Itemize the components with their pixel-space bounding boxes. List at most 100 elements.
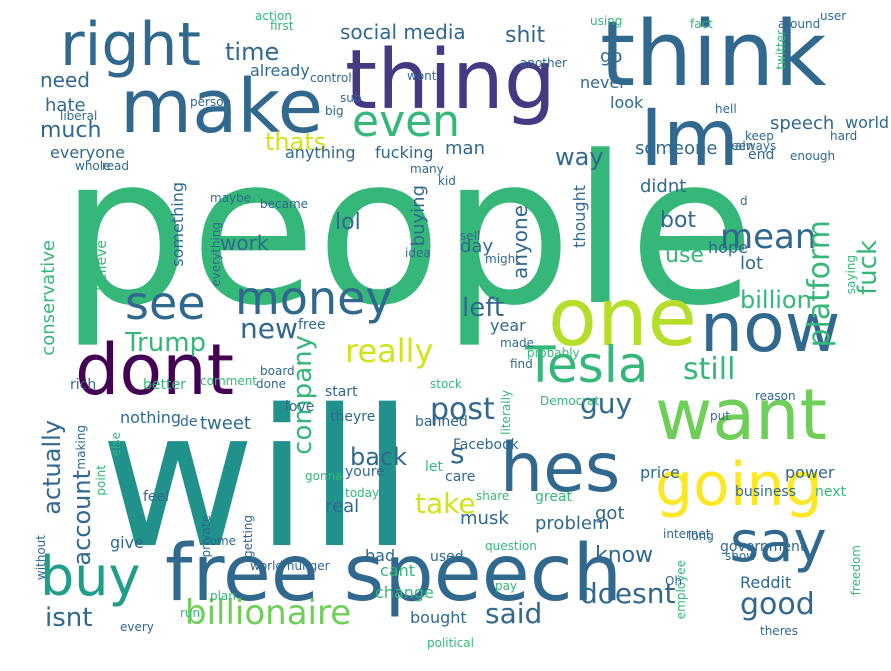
word-question: question [485, 539, 537, 553]
word-way: way [555, 143, 604, 171]
word-using: using [590, 14, 623, 28]
word-believe: believe [94, 240, 110, 291]
word-end: end [748, 147, 775, 163]
word-come: come [203, 534, 237, 548]
word-post: post [430, 392, 495, 427]
word-s: s [450, 437, 465, 470]
word-next: next [815, 484, 847, 500]
word-de: de [180, 414, 198, 430]
word-comment: comment [200, 374, 258, 388]
word-shit: shit [505, 23, 546, 48]
word-person: person [190, 95, 232, 109]
word-tesla: Tesla [525, 336, 649, 394]
word-guy: guy [580, 387, 633, 420]
word-use: use [665, 243, 704, 268]
word-probably: probably [527, 346, 580, 360]
word-money: money [235, 271, 393, 325]
word-bot: bot [660, 208, 697, 233]
word-government: government [720, 539, 806, 555]
word-price: price [640, 463, 680, 482]
word-day: day [460, 236, 494, 257]
word-thing: thing [345, 33, 556, 128]
word-hes: hes [500, 429, 621, 508]
word-big: big [325, 104, 344, 118]
word-look: look [610, 93, 644, 112]
word-im: Im [640, 94, 739, 184]
word-company: company [288, 335, 318, 455]
word-action: action [255, 9, 292, 23]
word-thats: thats [265, 128, 327, 156]
word-lol: lol [335, 210, 361, 235]
word-fuck: fuck [853, 240, 883, 295]
word-time: time [225, 38, 280, 66]
word-free: free [298, 317, 326, 333]
word-everything: everything [209, 222, 223, 287]
word-always: always [735, 139, 777, 153]
word-already: already [250, 61, 310, 80]
word-might: might [485, 252, 520, 266]
word-sell: sell [460, 229, 481, 243]
word-making: making [74, 425, 88, 470]
word-someone: someone [635, 138, 718, 159]
word-something: something [168, 182, 187, 267]
word-facebook: Facebook [453, 437, 519, 453]
word-now: now [700, 289, 841, 368]
word-anything: anything [285, 143, 356, 162]
word-banned: banned [415, 414, 468, 430]
word-dont: dont [75, 329, 235, 411]
word-said: said [485, 597, 543, 630]
word-right: right [60, 10, 201, 80]
word-show: show [725, 549, 757, 563]
word-year: year [490, 316, 526, 335]
word-change: change [375, 583, 434, 602]
word-made: made [500, 336, 535, 350]
word-need: need [40, 68, 90, 92]
word-billionaire: billionaire [185, 593, 352, 633]
word-take: take [415, 487, 476, 520]
word-great: great [535, 489, 573, 505]
word-used: used [430, 549, 464, 565]
word-think: think [600, 2, 827, 107]
word-became: became [260, 197, 309, 211]
word-control: control [310, 71, 352, 85]
word-read: read [102, 159, 130, 173]
word-will: will [100, 369, 414, 590]
word-user: user [820, 9, 847, 23]
word-thought: thought [570, 185, 589, 248]
word-musk: musk [460, 508, 509, 529]
word-problem: problem [535, 513, 610, 534]
word-let: let [425, 459, 443, 475]
word-find: find [510, 357, 533, 371]
word-seen: seen [725, 139, 754, 153]
word-cant: cant [380, 561, 416, 580]
word-nothing: nothing [120, 408, 182, 427]
word-conservative: conservative [38, 240, 59, 356]
word-fact: fact [690, 17, 713, 31]
word-back: back [350, 443, 408, 471]
word-account: account [68, 470, 96, 566]
word-man: man [445, 138, 485, 159]
word-anyone: anyone [508, 205, 532, 279]
word-twitter: twitter [774, 30, 788, 70]
word-every: every [120, 620, 154, 634]
word-really: really [345, 332, 434, 370]
word-enough: enough [790, 149, 836, 163]
word-around: around [778, 17, 821, 31]
word-social-media: social media [340, 20, 466, 44]
word-actually: actually [38, 420, 66, 515]
word-bought: bought [410, 608, 467, 627]
word-world: world [845, 113, 890, 132]
word-business: business [735, 484, 797, 500]
word-literally: literally [499, 390, 513, 435]
word-board: board [260, 364, 295, 378]
word-didnt: didnt [640, 176, 687, 197]
word-people: people [60, 113, 755, 351]
word-isnt: isnt [45, 603, 93, 633]
word-hard: hard [830, 129, 858, 143]
word-feel: feel [143, 489, 170, 505]
word-theyre: theyre [330, 409, 376, 425]
word-first: first [270, 19, 294, 33]
word-see: see [125, 276, 206, 330]
word-many: many [410, 162, 444, 176]
word-wont: wont [407, 69, 437, 83]
